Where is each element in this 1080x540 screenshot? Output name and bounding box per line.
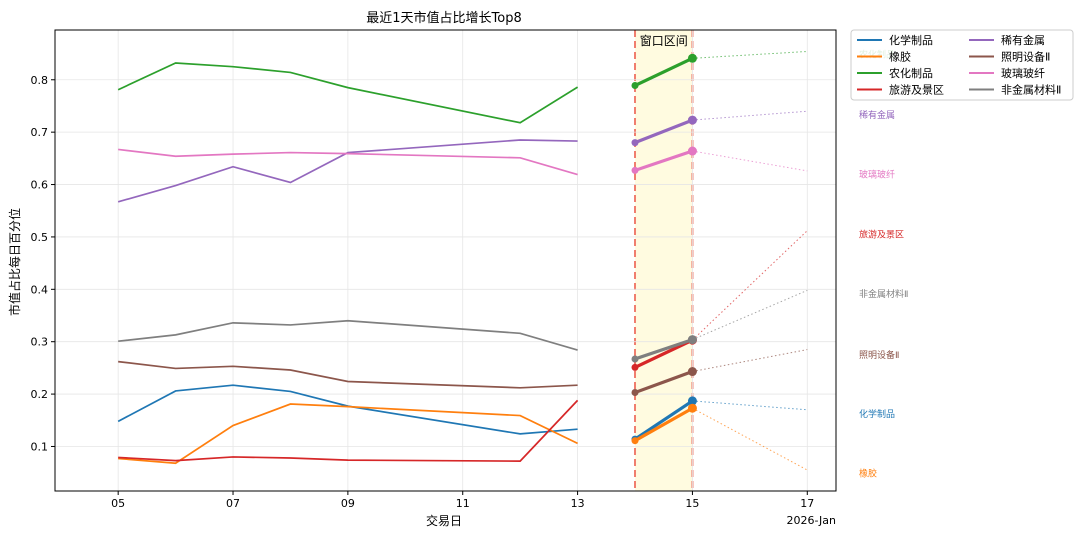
plot-frame [54,29,837,492]
legend-entry: 照明设备Ⅱ [1001,50,1050,64]
x-axis-label: 交易日 [426,513,462,528]
data-point [631,139,639,147]
data-point [687,115,697,125]
y-tick-label: 0.3 [31,336,49,349]
y-axis-label: 市值占比每日百分位 [7,208,22,316]
data-point [631,355,639,363]
series-window-segment [634,338,693,361]
y-tick-label: 0.2 [31,388,49,401]
series-line [118,403,578,465]
series-end-label: 玻璃玻纤 [859,169,895,181]
x-tick-label: 11 [456,497,470,510]
series-line [117,139,578,203]
y-tick-label: 0.8 [31,74,49,87]
data-point [631,389,639,397]
series-line [118,148,578,176]
series-window-segment [634,118,694,145]
legend-entry: 农化制品 [889,66,933,80]
y-tick-label: 0.1 [31,440,49,453]
data-point [631,82,639,90]
data-point [687,146,697,156]
data-point [687,53,697,63]
data-point [631,166,639,174]
y-tick-label: 0.4 [31,283,49,296]
legend-entry: 稀有金属 [1001,33,1045,47]
data-point [687,396,697,406]
series-projection [692,150,808,172]
series-window-segment [634,338,694,369]
y-tick-label: 0.5 [31,231,49,244]
series-window-segment [634,56,694,87]
series-projection [692,50,808,59]
series-line [118,360,578,389]
series-line [118,399,579,462]
data-point [687,335,697,345]
series-window-segment [634,370,693,395]
legend-box [850,29,1074,101]
series-window-segment [634,399,694,441]
x-tick-label: 07 [226,497,240,510]
data-point [631,437,639,445]
series-projection [692,407,808,471]
series-projection [692,349,808,373]
series-window-segment [634,406,694,443]
series-end-label: 非金属材料Ⅱ [859,288,908,300]
x-axis-offset-text: 2026-Jan [786,514,836,527]
series-end-label: 照明设备Ⅱ [859,349,899,361]
y-tick-label: 0.6 [31,179,49,192]
data-point [687,403,697,413]
series-end-label: 旅游及景区 [859,228,904,240]
legend-entry: 玻璃玻纤 [1001,66,1045,80]
series-projection [692,400,808,411]
legend-entry: 非金属材料Ⅱ [1001,83,1061,97]
x-tick-label: 05 [111,497,125,510]
series-projection [692,230,808,341]
x-tick-label: 13 [571,497,585,510]
legend-entry: 橡胶 [889,50,911,64]
series-projection [692,110,808,121]
series-end-label: 稀有金属 [859,109,895,121]
x-tick-label: 15 [685,497,699,510]
series-line [117,62,579,124]
series-line [117,384,578,435]
x-tick-label: 09 [341,497,355,510]
series-end-label: 化学制品 [859,408,895,420]
series-line [118,319,578,351]
series-end-label: 橡胶 [859,468,877,480]
chart-title: 最近1天市值占比增长Top8 [366,10,521,26]
window-label: 窗口区间 [640,34,688,48]
x-tick-label: 17 [800,497,814,510]
data-point [687,367,697,377]
series-projection [692,289,808,341]
y-tick-label: 0.7 [31,126,49,139]
series-window-segment [634,149,693,172]
data-point [631,363,639,371]
legend-entry: 化学制品 [889,33,933,47]
legend-entry: 旅游及景区 [889,83,944,97]
